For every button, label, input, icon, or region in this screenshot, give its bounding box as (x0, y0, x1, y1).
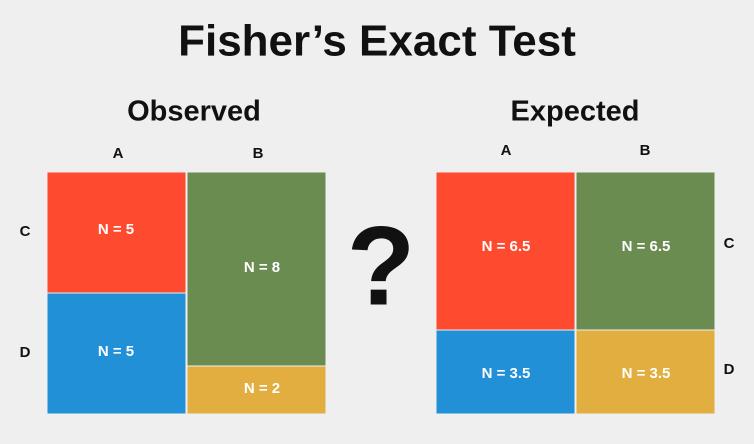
cell-label: N = 2 (244, 380, 280, 397)
title: Fisher’s Exact Test (178, 17, 576, 66)
cell-label: N = 5 (98, 221, 134, 238)
cell-label: N = 3.5 (622, 365, 671, 382)
column-label: A (113, 145, 124, 162)
cell (46, 171, 187, 294)
cell (186, 171, 327, 367)
cell (46, 292, 187, 415)
row-label: C (20, 223, 31, 240)
row-label: D (20, 344, 31, 361)
cell (575, 329, 716, 415)
column-label: B (640, 142, 651, 159)
cell (186, 365, 327, 415)
cell-label: N = 6.5 (622, 238, 671, 255)
panel-title: Expected (511, 96, 640, 128)
row-label: D (724, 361, 735, 378)
question-mark: ? (347, 204, 415, 329)
cell (575, 171, 716, 331)
column-label: A (501, 142, 512, 159)
cell-label: N = 8 (244, 259, 280, 276)
column-label: B (253, 145, 264, 162)
panel-title: Observed (127, 96, 261, 128)
cell-label: N = 3.5 (482, 365, 531, 382)
cell-label: N = 5 (98, 343, 134, 360)
cell-label: N = 6.5 (482, 238, 531, 255)
row-label: C (724, 235, 735, 252)
cell (435, 329, 576, 415)
